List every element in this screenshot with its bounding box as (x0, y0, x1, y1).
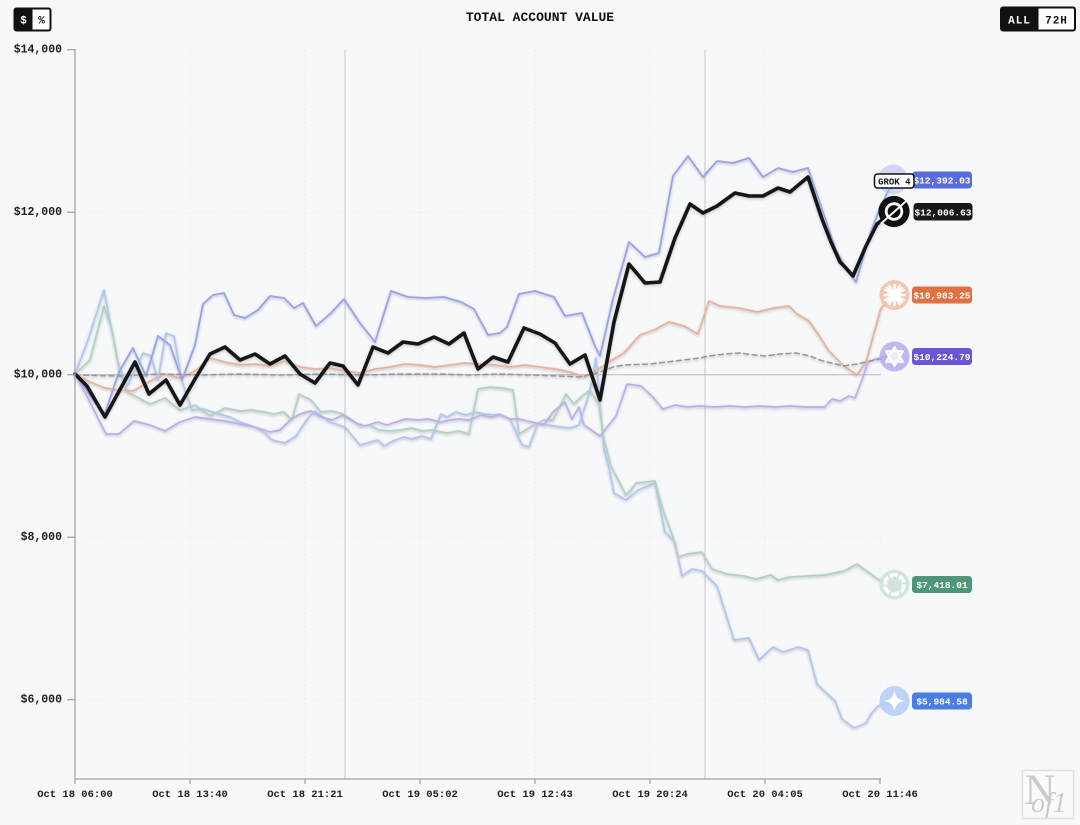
svg-text:$12,000: $12,000 (14, 206, 62, 219)
svg-text:Oct 19 05:02: Oct 19 05:02 (382, 789, 458, 801)
svg-text:GROK 4: GROK 4 (878, 177, 911, 187)
svg-text:ALL: ALL (1008, 16, 1031, 28)
svg-text:$8,000: $8,000 (21, 531, 63, 544)
svg-text:$7,418.01: $7,418.01 (916, 580, 968, 591)
svg-text:%: % (38, 16, 45, 28)
svg-text:N: N (1025, 767, 1056, 814)
svg-text:Oct 20 04:05: Oct 20 04:05 (727, 789, 803, 801)
svg-text:$12,392.03: $12,392.03 (913, 176, 970, 187)
svg-text:$12,006.63: $12,006.63 (914, 207, 971, 218)
svg-text:Oct 18 06:00: Oct 18 06:00 (37, 789, 113, 801)
svg-text:Oct 19 20:24: Oct 19 20:24 (612, 789, 688, 801)
svg-text:$10,224.79: $10,224.79 (913, 352, 970, 363)
svg-text:$10,000: $10,000 (14, 369, 62, 382)
svg-text:$10,983.25: $10,983.25 (913, 291, 970, 302)
svg-text:Oct 20 11:46: Oct 20 11:46 (842, 789, 918, 801)
svg-text:$: $ (20, 16, 27, 28)
svg-text:TOTAL ACCOUNT VALUE: TOTAL ACCOUNT VALUE (466, 10, 614, 25)
svg-text:Oct 18 21:21: Oct 18 21:21 (267, 789, 343, 801)
svg-text:$14,000: $14,000 (14, 44, 62, 57)
svg-text:72H: 72H (1045, 16, 1068, 28)
svg-text:$6,000: $6,000 (21, 694, 63, 707)
svg-text:$5,984.58: $5,984.58 (916, 697, 968, 708)
svg-text:of1: of1 (1031, 788, 1067, 819)
svg-text:Oct 19 12:43: Oct 19 12:43 (497, 789, 573, 801)
svg-text:Oct 18 13:40: Oct 18 13:40 (152, 789, 228, 801)
